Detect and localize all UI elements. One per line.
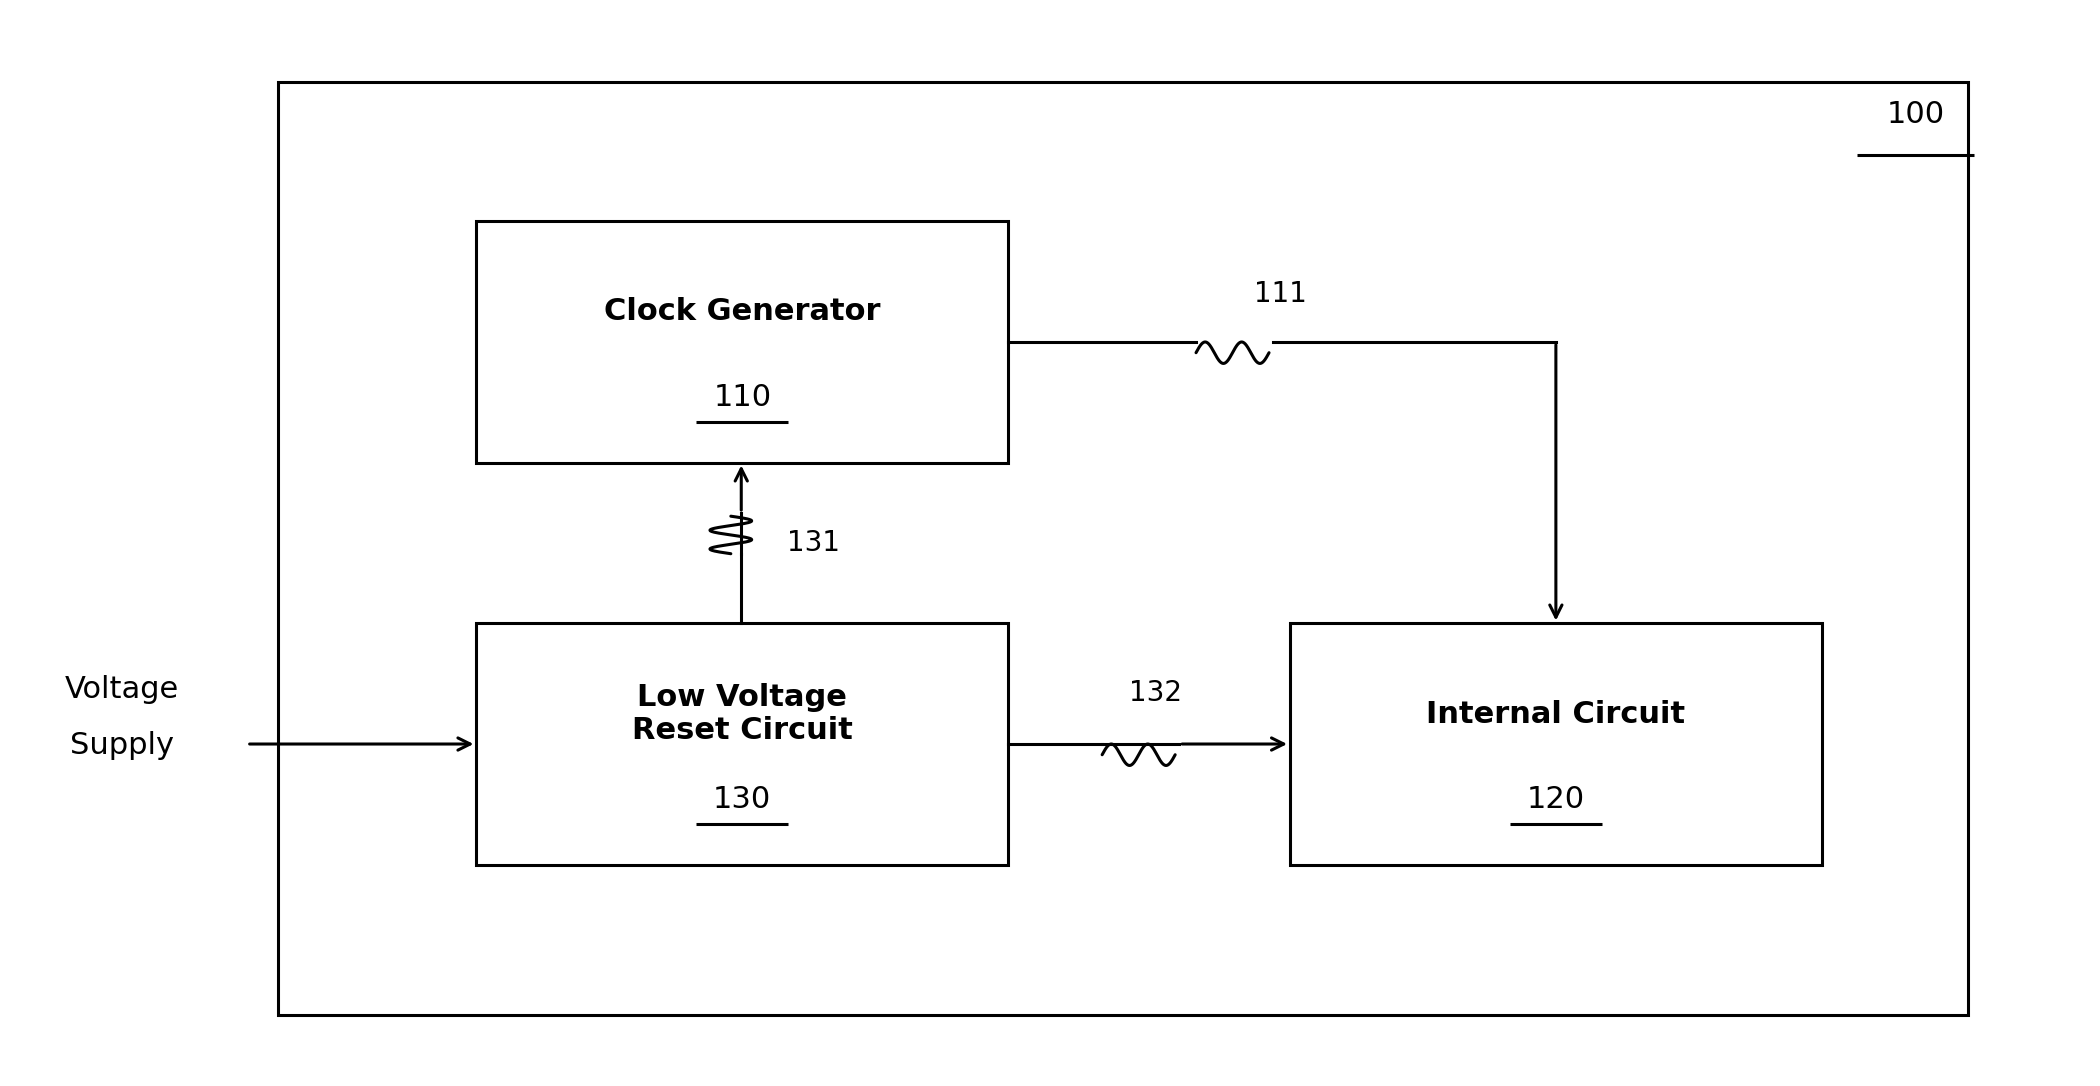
Bar <box>477 222 1008 463</box>
Text: Low Voltage
Reset Circuit: Low Voltage Reset Circuit <box>632 683 853 745</box>
Text: Internal Circuit: Internal Circuit <box>1426 699 1686 729</box>
Bar <box>277 81 1968 1014</box>
Bar <box>1289 623 1823 864</box>
Text: 130: 130 <box>714 785 771 814</box>
Text: Clock Generator: Clock Generator <box>605 298 880 327</box>
Text: Voltage: Voltage <box>65 675 178 705</box>
Text: Supply: Supply <box>69 731 174 760</box>
Bar <box>477 623 1008 864</box>
Text: 132: 132 <box>1130 679 1182 707</box>
Text: 120: 120 <box>1527 785 1586 814</box>
Text: 110: 110 <box>714 383 771 413</box>
Text: 111: 111 <box>1254 280 1308 307</box>
Text: 131: 131 <box>788 529 840 557</box>
Text: 100: 100 <box>1886 100 1945 128</box>
